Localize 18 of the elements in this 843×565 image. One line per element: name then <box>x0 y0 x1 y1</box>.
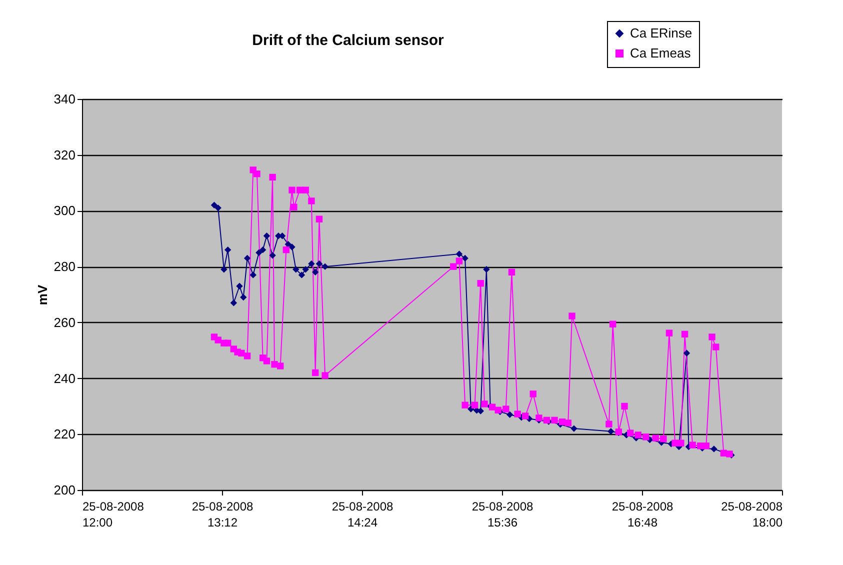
x-tick-label: 25-08-2008 13:12 <box>192 500 254 530</box>
y-tick-label: 280 <box>54 259 76 274</box>
x-tick-label: 25-08-2008 12:00 <box>82 500 144 530</box>
y-tick-label: 260 <box>54 314 76 330</box>
legend-label: Ca Emeas <box>630 46 692 60</box>
y-tick-label: 320 <box>54 147 76 162</box>
x-tick-label: 25-08-2008 18:00 <box>721 500 783 530</box>
x-tick-label: 25-08-2008 16:48 <box>612 500 674 530</box>
legend-label: Ca ERinse <box>630 26 692 40</box>
y-tick-label: 220 <box>54 426 76 442</box>
y-axis-title: mV <box>34 284 50 306</box>
y-tick-label: 300 <box>54 203 76 218</box>
y-tick-label: 240 <box>54 370 76 386</box>
x-tick-label: 25-08-2008 15:36 <box>472 500 534 530</box>
y-tick-label: 340 <box>54 92 76 106</box>
y-tick-label: 200 <box>54 482 76 498</box>
chart-title: Drift of the Calcium sensor <box>252 32 444 49</box>
x-tick-label: 25-08-2008 14:24 <box>332 500 394 530</box>
